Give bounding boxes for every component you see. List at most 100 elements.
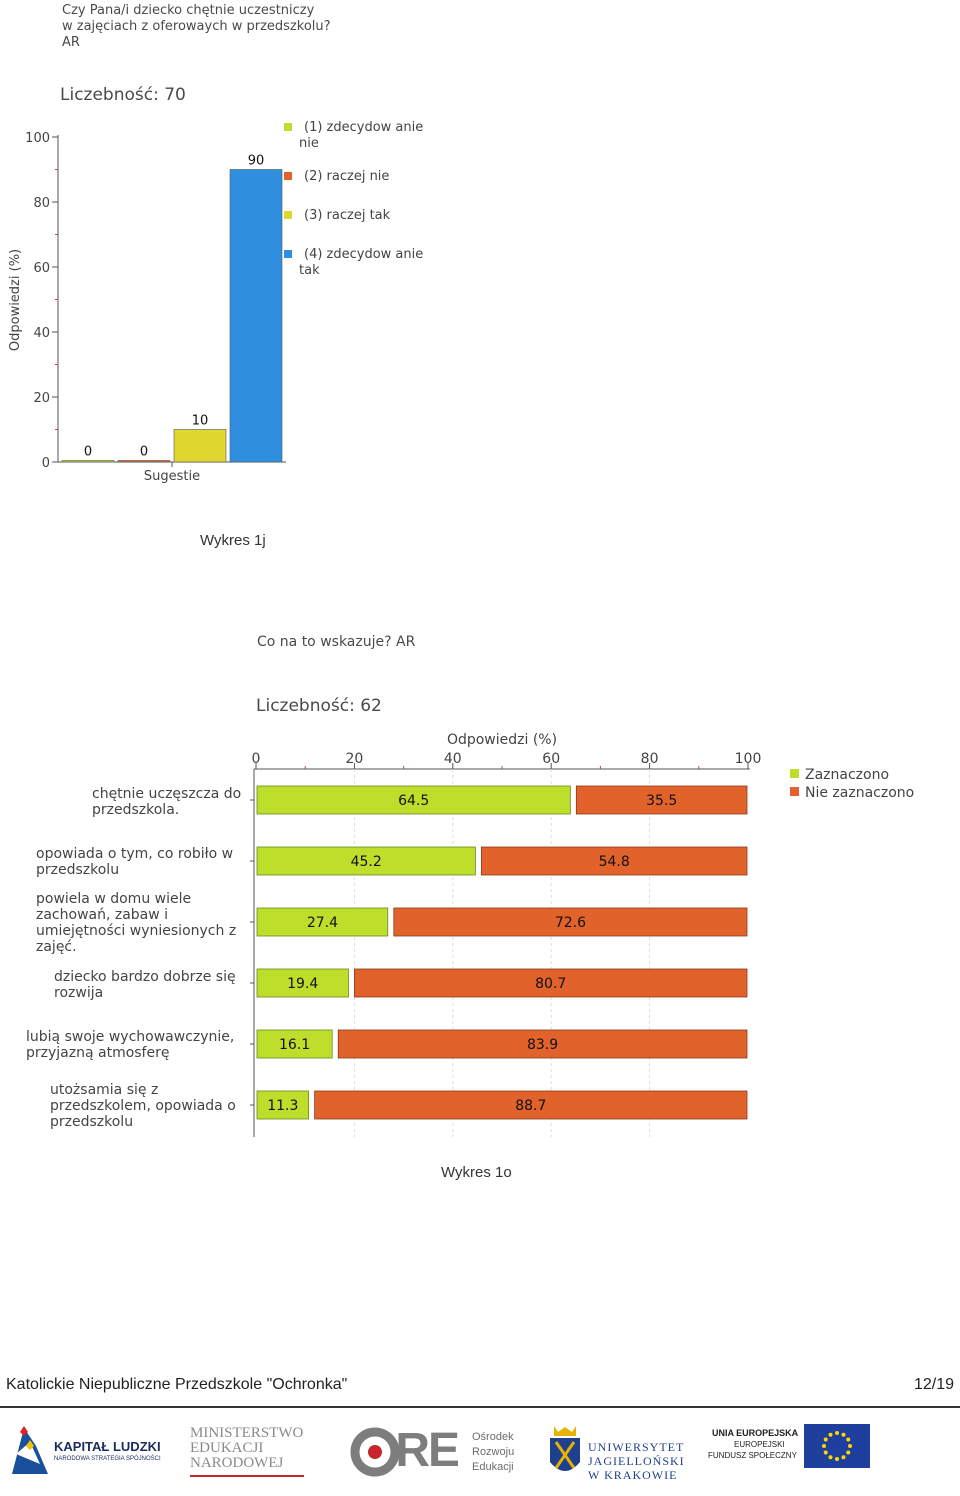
bar-value-label: 16.1 — [279, 1037, 310, 1053]
logo-men: MINISTERSTWO EDUKACJI NARODOWEJ — [190, 1425, 320, 1481]
bar-value-label: 0 — [140, 445, 148, 460]
category-label: lubią swoje wychowawczynie, — [26, 1029, 234, 1045]
eu-star — [846, 1450, 851, 1455]
eu-flag-icon — [804, 1424, 870, 1468]
men-line: EDUKACJI — [190, 1440, 264, 1456]
category-label: rozwija — [54, 985, 103, 1001]
eu-star — [841, 1432, 846, 1437]
bar — [173, 429, 227, 463]
kapital-ludzki-subtitle: NARODOWA STRATEGIA SPÓJNOŚCI — [54, 1456, 161, 1462]
bar-value-label: 64.5 — [398, 793, 429, 809]
uj-line: W KRAKOWIE — [588, 1468, 678, 1482]
x-tick-label: 60 — [542, 751, 560, 767]
category-label: utożsamia się z — [50, 1082, 158, 1098]
logo-ue-efs: UNIA EUROPEJSKA EUROPEJSKI FUNDUSZ SPOŁE… — [706, 1424, 876, 1474]
bar-selected — [256, 785, 571, 815]
ore-mark: ORE — [360, 1424, 459, 1477]
category-label: opowiada o tym, co robiło w — [36, 846, 233, 862]
ore-emblem — [350, 1427, 400, 1477]
chart2-question: Co na to wskazuje? AR — [257, 634, 416, 650]
eu-star — [823, 1450, 828, 1455]
bar-value-label: 90 — [248, 154, 265, 169]
y-tick-label: 80 — [33, 196, 50, 211]
x-axis-label: Odpowiedzi (%) — [447, 732, 557, 748]
eu-star — [848, 1444, 852, 1448]
bar-not-selected — [314, 1090, 748, 1120]
ue-line: FUNDUSZ SPOŁECZNY — [708, 1451, 797, 1460]
bar-value-label: 35.5 — [646, 793, 677, 809]
bar-value-label: 45.2 — [351, 854, 382, 870]
bar-not-selected — [393, 907, 748, 937]
ue-line: UNIA EUROPEJSKA — [712, 1428, 799, 1438]
x-tick-label: 80 — [641, 751, 659, 767]
bar-value-label: 80.7 — [535, 976, 566, 992]
logo-uj: UNIWERSYTET JAGIELLOŃSKI W KRAKOWIE — [548, 1424, 688, 1484]
y-tick-label: 40 — [33, 326, 50, 341]
chart1-question: Czy Pana/i dziecko chętnie uczestniczy w… — [62, 3, 331, 51]
men-line: NARODOWEJ — [190, 1455, 284, 1471]
eu-star — [822, 1444, 826, 1448]
bar-not-selected — [354, 968, 748, 998]
chart2-svg: Odpowiedzi (%) 0 20 40 60 80 100 64.5 35.5 45.2 54… — [26, 732, 914, 1137]
uj-crest-icon — [550, 1426, 580, 1471]
footer-page-number: 12/19 — [913, 1376, 954, 1393]
x-tick-label: 0 — [252, 751, 261, 767]
chart1-question-line: Czy Pana/i dziecko chętnie uczestniczy — [62, 3, 315, 18]
bar-not-selected — [337, 1029, 748, 1059]
legend-swatch — [790, 787, 799, 796]
bar-value-label: 88.7 — [515, 1098, 546, 1114]
bar-selected — [256, 1090, 309, 1120]
men-line: MINISTERSTWO — [190, 1425, 304, 1441]
uj-line: JAGIELLOŃSKI — [588, 1454, 685, 1468]
ore-text-line: Rozwoju — [472, 1446, 515, 1458]
eu-star — [828, 1432, 833, 1437]
y-axis-label: Odpowiedzi (%) — [8, 249, 23, 351]
category-label: umiejętności wyniesionych z — [36, 923, 236, 939]
chart1-question-line: w zajęciach z oferowaych w przedszkolu? — [62, 19, 331, 34]
bar-selected — [256, 846, 476, 876]
bar-selected — [256, 968, 349, 998]
bar-value-label: 10 — [192, 414, 209, 429]
bar-selected — [256, 907, 389, 937]
chart1-count-label: Liczebność: 70 — [60, 85, 186, 105]
legend-label: (3) raczej tak — [304, 208, 391, 223]
kapital-ludzki-title: KAPITAŁ LUDZKI — [54, 1439, 161, 1454]
legend-label: tak — [299, 263, 320, 278]
ore-text-line: Edukacji — [472, 1461, 514, 1473]
bar-value-label: 27.4 — [307, 915, 338, 931]
category-label: przyjazną atmosferę — [26, 1045, 169, 1061]
bar-value-label: 11.3 — [267, 1098, 298, 1114]
legend-swatch — [284, 172, 292, 180]
uj-line: UNIWERSYTET — [588, 1440, 685, 1454]
bar-not-selected — [575, 785, 748, 815]
eu-star — [841, 1455, 846, 1460]
logo-kapital-ludzki: KAPITAŁ LUDZKI NARODOWA STRATEGIA SPÓJNO… — [10, 1422, 180, 1478]
legend-swatch — [284, 123, 292, 131]
category-label: przedszkolu — [36, 862, 119, 878]
legend-label: Zaznaczono — [805, 767, 889, 783]
eu-star — [835, 1457, 839, 1461]
legend-label: Nie zaznaczono — [805, 785, 914, 801]
chart2-count-label: Liczebność: 62 — [256, 696, 382, 716]
x-axis-label: Sugestie — [144, 469, 200, 484]
category-label: przedszkolu — [50, 1114, 133, 1130]
bar-value-label: 19.4 — [287, 976, 318, 992]
legend-swatch — [284, 211, 292, 219]
category-label: przedszkolem, opowiada o — [50, 1098, 236, 1114]
y-tick-label: 0 — [42, 456, 50, 471]
bar-value-label: 54.8 — [599, 854, 630, 870]
bar-selected — [256, 1029, 333, 1059]
category-label: przedszkola. — [92, 802, 179, 818]
category-label: zajęć. — [36, 939, 77, 955]
eu-star — [835, 1431, 839, 1435]
chart1-svg: 0 20 40 60 80 100 Odpowiedzi (%) Sugestie 0 0 10 90… — [8, 120, 423, 484]
ore-text-line: Ośrodek — [472, 1431, 514, 1443]
bar-value-label: 0 — [84, 445, 92, 460]
y-tick-label: 100 — [25, 131, 50, 146]
bar — [61, 460, 115, 463]
category-label: zachowań, zabaw i — [36, 907, 168, 923]
kapital-ludzki-emblem — [12, 1426, 48, 1474]
eu-star — [846, 1437, 851, 1442]
y-tick-label: 20 — [33, 391, 50, 406]
x-tick-label: 100 — [735, 751, 762, 767]
